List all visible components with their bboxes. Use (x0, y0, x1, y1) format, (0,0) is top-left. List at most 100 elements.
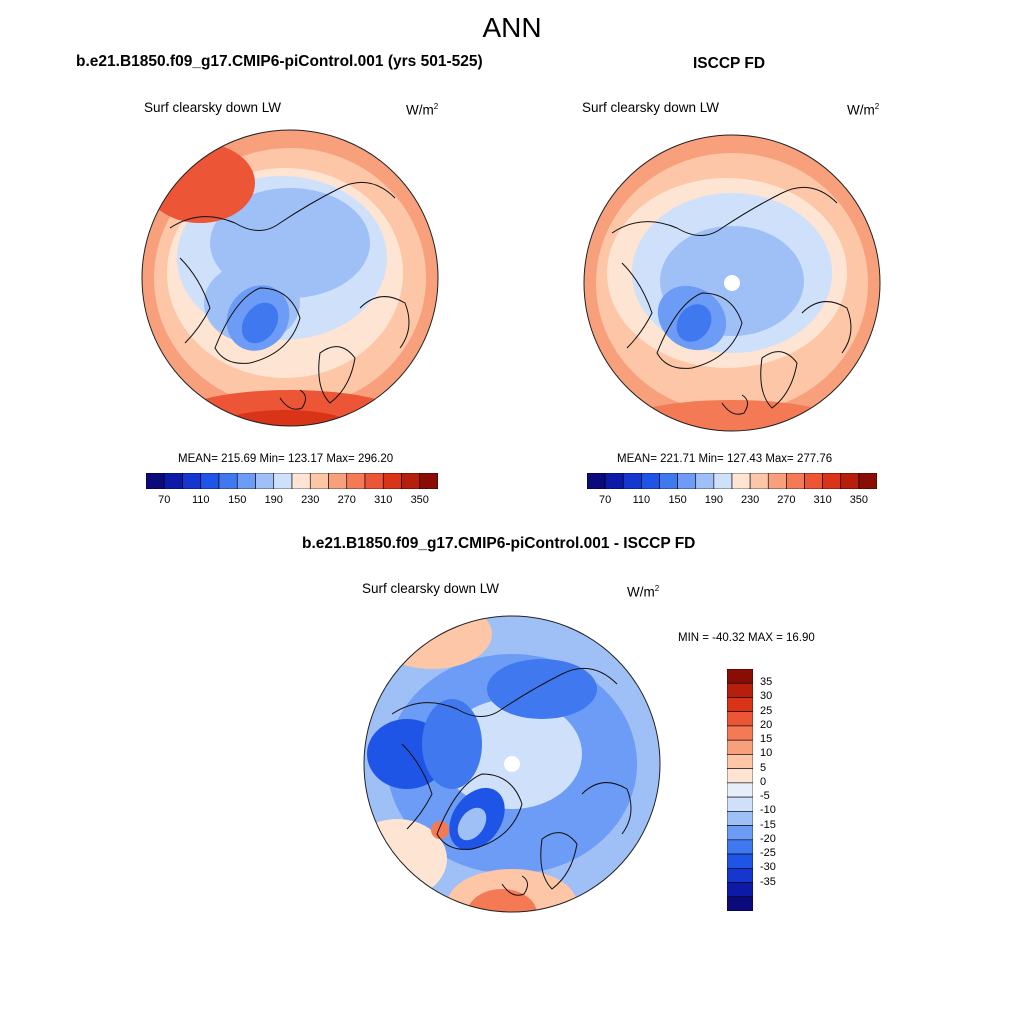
main-title: ANN (482, 12, 542, 43)
colorbar-swatch (419, 473, 438, 489)
colorbar-swatch (727, 811, 753, 826)
colorbar-swatch (328, 473, 348, 489)
colorbar-swatch (291, 473, 311, 489)
colorbar-swatch (713, 473, 733, 489)
obs-colorbar-labels: 70 110 150 190 230 270 310 350 (587, 494, 877, 508)
obs-stats: MEAN= 221.71 Min= 127.43 Max= 277.76 (617, 453, 833, 465)
colorbar-tick-label: 150 (228, 494, 247, 506)
colorbar-swatch (200, 473, 220, 489)
colorbar-swatch (858, 473, 877, 489)
colorbar-swatch (622, 473, 642, 489)
obs-colorbar (587, 473, 877, 489)
obs-panel-title: ISCCP FD (693, 55, 766, 72)
colorbar-swatch (727, 697, 753, 713)
colorbar-swatch (604, 473, 624, 489)
colorbar-swatch (695, 473, 715, 489)
diff-polar-map (363, 615, 661, 913)
colorbar-tick-label: 310 (374, 494, 393, 506)
diff-units-label: W/m2 (627, 584, 660, 600)
colorbar-swatch (727, 796, 753, 812)
colorbar-swatch (749, 473, 769, 489)
colorbar-tick-label: 190 (264, 494, 283, 506)
colorbar-swatch (146, 473, 165, 489)
colorbar-swatch (401, 473, 421, 489)
colorbar-tick-label: -20 (760, 832, 776, 845)
colorbar-tick-label: 350 (410, 494, 429, 506)
colorbar-swatch (731, 473, 751, 489)
colorbar-swatch (767, 473, 787, 489)
colorbar-swatch (727, 896, 753, 911)
colorbar-swatch (677, 473, 697, 489)
colorbar-swatch (273, 473, 293, 489)
colorbar-tick-label: 270 (777, 494, 796, 506)
colorbar-swatch (727, 739, 753, 755)
colorbar-tick-label: 70 (599, 494, 612, 506)
colorbar-tick-label: 270 (337, 494, 356, 506)
colorbar-tick-label: -5 (760, 790, 770, 803)
colorbar-tick-label: 20 (760, 718, 773, 731)
colorbar-tick-label: 110 (632, 494, 651, 506)
colorbar-swatch (840, 473, 860, 489)
colorbar-tick-label: 10 (760, 747, 773, 760)
model-variable-label: Surf clearsky down LW (144, 100, 282, 115)
model-panel-title: b.e21.B1850.f09_g17.CMIP6-piControl.001 … (76, 53, 483, 70)
colorbar-tick-label: 0 (760, 775, 767, 788)
model-units-label: W/m2 (406, 102, 439, 118)
colorbar-swatch (822, 473, 842, 489)
colorbar-tick-label: 230 (740, 494, 760, 506)
colorbar-tick-label: -15 (760, 818, 776, 831)
colorbar-tick-label: 230 (301, 494, 320, 506)
colorbar-tick-label: 190 (704, 494, 724, 506)
colorbar-tick-label: 70 (158, 494, 171, 506)
colorbar-tick-label: -35 (760, 875, 776, 888)
colorbar-swatch (382, 473, 402, 489)
diff-colorbar-labels: 35 30 25 20 15 10 5 0 -5 -10 -15 -20 -25 -30 -35 (758, 669, 798, 911)
diff-colorbar (727, 669, 753, 911)
colorbar-swatch (727, 669, 753, 684)
colorbar-tick-label: 15 (760, 733, 773, 746)
colorbar-swatch (182, 473, 202, 489)
diff-variable-label: Surf clearsky down LW (362, 581, 500, 596)
colorbar-swatch (786, 473, 805, 489)
colorbar-swatch (587, 473, 606, 489)
colorbar-swatch (727, 882, 753, 898)
colorbar-swatch (309, 473, 329, 489)
colorbar-tick-label: -10 (760, 804, 776, 817)
colorbar-swatch (727, 682, 753, 698)
colorbar-swatch (218, 473, 238, 489)
colorbar-swatch (163, 473, 183, 489)
colorbar-tick-label: 5 (760, 761, 767, 774)
colorbar-swatch (727, 768, 753, 784)
colorbar-tick-label: 350 (849, 494, 869, 506)
colorbar-tick-label: 110 (191, 494, 210, 506)
colorbar-swatch (364, 473, 384, 489)
model-stats: MEAN= 215.69 Min= 123.17 Max= 296.20 (178, 453, 394, 465)
colorbar-swatch (727, 725, 753, 741)
colorbar-swatch (255, 473, 275, 489)
obs-polar-map (583, 134, 881, 432)
colorbar-tick-label: -30 (760, 861, 776, 874)
colorbar-swatch (727, 839, 753, 855)
colorbar-tick-label: 25 (760, 704, 773, 717)
colorbar-tick-label: -25 (760, 847, 776, 860)
colorbar-swatch (641, 473, 660, 489)
model-colorbar-labels: 70 110 150 190 230 270 310 350 (146, 494, 438, 508)
colorbar-swatch (727, 853, 753, 869)
colorbar-tick-label: 310 (813, 494, 832, 506)
colorbar-swatch (659, 473, 678, 489)
colorbar-swatch (236, 473, 256, 489)
colorbar-tick-label: 35 (760, 676, 773, 689)
colorbar-swatch (727, 825, 753, 841)
obs-variable-label: Surf clearsky down LW (582, 100, 720, 115)
diff-panel-title: b.e21.B1850.f09_g17.CMIP6-piControl.001 … (302, 535, 696, 552)
colorbar-swatch (727, 754, 753, 769)
diff-stats: MIN = -40.32 MAX = 16.90 (678, 632, 815, 644)
model-colorbar (146, 473, 438, 489)
colorbar-tick-label: 30 (760, 690, 773, 703)
colorbar-swatch (727, 867, 753, 883)
model-polar-map (141, 129, 439, 427)
colorbar-tick-label: 150 (668, 494, 687, 506)
colorbar-swatch (804, 473, 823, 489)
colorbar-swatch (727, 782, 753, 798)
colorbar-swatch (346, 473, 366, 489)
